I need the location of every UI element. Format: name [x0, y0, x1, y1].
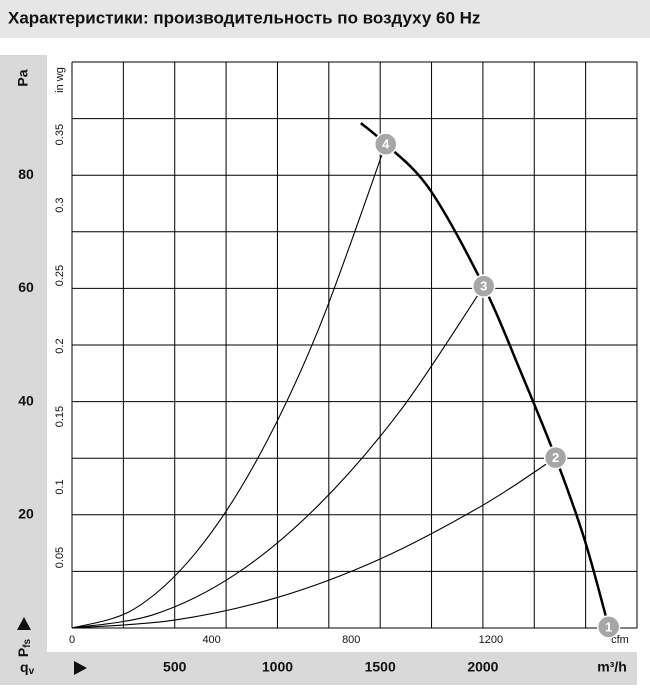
y-symbol-sub: fs: [22, 638, 33, 647]
y-axis-strip: [0, 55, 47, 685]
chart-title: Характеристики: производительность по во…: [8, 8, 480, 27]
title-bar: [0, 0, 650, 38]
y-tick-label: 60: [18, 279, 34, 295]
operating-point: [373, 132, 398, 156]
y2-axis-label: in wg: [54, 67, 66, 93]
x-tick-label: 2000: [467, 659, 498, 675]
fan-curve: [360, 122, 610, 628]
y-tick-label: 40: [18, 392, 34, 408]
x-symbol: qv: [20, 659, 35, 677]
system-curve: [71, 143, 387, 629]
x-axis-label: m³/h: [597, 659, 627, 675]
x-symbol-sub: v: [29, 666, 35, 677]
x-arrow: [74, 661, 87, 675]
y2-tick-label: 0.05: [54, 547, 66, 568]
x2-axis-label: cfm: [611, 634, 629, 646]
y-axis-label: Pa: [15, 69, 31, 86]
x2-tick-label: 1200: [479, 634, 503, 646]
operating-point: [471, 274, 496, 298]
operating-point-label: 2: [552, 450, 559, 465]
y2-tick-label: 0.15: [54, 406, 66, 427]
y-tick-label: 80: [18, 166, 34, 182]
x-axis-strip: [0, 652, 637, 685]
operating-point: [543, 445, 568, 470]
operating-point-label: 1: [605, 619, 612, 634]
y-symbol-main: P: [15, 648, 31, 657]
x2-tick-label: 0: [69, 634, 75, 646]
operating-point-label: 4: [382, 137, 390, 152]
x-symbol-main: q: [20, 659, 29, 675]
y2-tick-label: 0.3: [54, 197, 66, 212]
y2-tick-label: 0.35: [54, 124, 66, 145]
y2-tick-label: 0.1: [54, 479, 66, 494]
x-tick-label: 1500: [365, 659, 396, 675]
system-curve: [71, 285, 485, 629]
y2-tick-label: 0.25: [54, 265, 66, 286]
operating-point: [596, 615, 621, 639]
x-tick-label: 1000: [262, 659, 293, 675]
y2-tick-label: 0.2: [54, 338, 66, 353]
y-tick-label: 20: [18, 506, 34, 522]
system-curve: [71, 457, 556, 629]
y-arrow: [17, 617, 31, 630]
operating-point-label: 3: [480, 279, 487, 294]
y-symbol: Pfs: [15, 638, 33, 657]
x2-tick-label: 800: [342, 634, 360, 646]
x-tick-label: 500: [163, 659, 187, 675]
x2-tick-label: 400: [202, 634, 220, 646]
